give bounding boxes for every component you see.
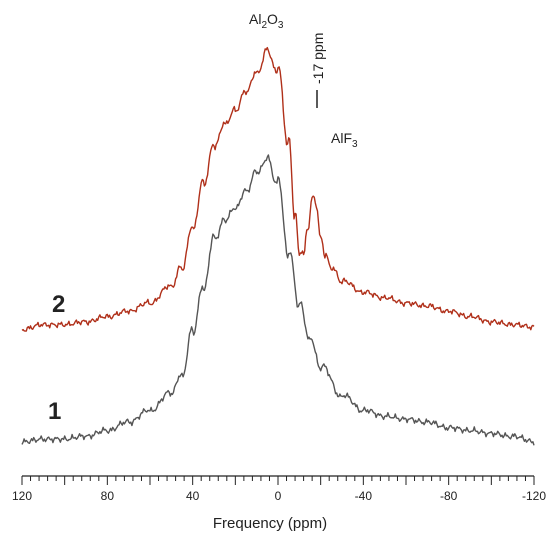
tick-label: -80 <box>440 489 458 503</box>
al2o3-label: Al2O3 <box>249 11 284 31</box>
tick-label: 0 <box>275 489 282 503</box>
trace-1-line <box>21 154 535 446</box>
x-axis-tick-labels: 120 80 40 0 -40 -80 -120 <box>12 489 546 503</box>
tick-label: 40 <box>186 489 200 503</box>
x-axis-title: Frequency (ppm) <box>213 515 327 532</box>
trace-2-label: 2 <box>52 291 65 318</box>
x-axis: 120 80 40 0 -40 -80 -120 <box>12 475 546 503</box>
minus-17-ppm-label: -17 ppm <box>310 33 326 84</box>
tick-label: -120 <box>522 489 546 503</box>
tick-label: -40 <box>355 489 373 503</box>
tick-label: 120 <box>12 489 32 503</box>
tick-label: 80 <box>101 489 115 503</box>
x-axis-ticks <box>21 476 535 485</box>
trace-1-label: 1 <box>48 398 61 425</box>
traces-group <box>21 46 535 446</box>
alf3-label: AlF3 <box>331 130 358 150</box>
trace-2-line <box>21 46 535 332</box>
